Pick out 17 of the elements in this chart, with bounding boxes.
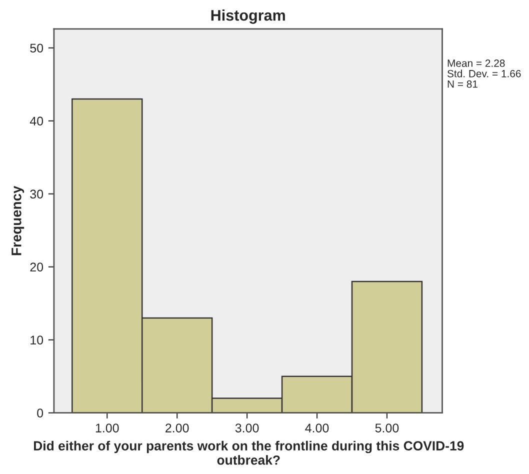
y-tick-label: 0 [37, 408, 44, 418]
y-tick-label: 20 [30, 262, 44, 272]
x-tick-label: 2.00 [166, 424, 189, 432]
text: Mean = 2.28 [448, 60, 505, 67]
x-tick-label: 3.00 [235, 424, 259, 432]
y-tick-label: 10 [30, 336, 44, 345]
y-tick-label: 30 [30, 190, 44, 199]
y-axis-title: Frequency [12, 186, 24, 256]
text: N = 81 [448, 80, 478, 88]
y-tick-label: 40 [30, 116, 44, 126]
x-tick-label: 5.00 [375, 424, 399, 432]
chart-title: Histogram [211, 10, 285, 24]
text: Std. Dev. = 1.66 [447, 70, 521, 78]
y-tick-label: 50 [30, 44, 44, 53]
x-tick-label: 1.00 [96, 424, 119, 432]
x-axis-title: Did either of your parents work on the frontline during this COVID-19 outbreak? [34, 440, 464, 465]
x-tick-label: 4.00 [305, 424, 329, 432]
